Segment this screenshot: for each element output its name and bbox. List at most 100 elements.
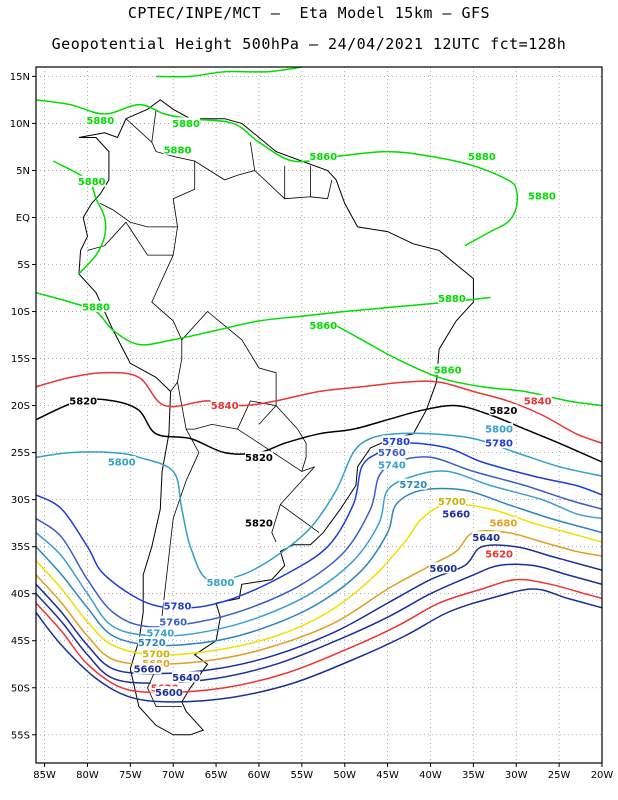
map-frame bbox=[35, 66, 603, 764]
contour-label-bg bbox=[382, 435, 411, 447]
contour-label: 5820 bbox=[489, 406, 517, 417]
contour-label-bg bbox=[163, 599, 192, 611]
contour-label-bg bbox=[309, 319, 338, 331]
lon-tick-label: 75W bbox=[119, 770, 142, 781]
contour-5860 bbox=[327, 320, 602, 407]
lon-tick-label: 25W bbox=[548, 770, 571, 781]
contour-label-bg bbox=[82, 300, 111, 312]
contour-label: 5880 bbox=[82, 302, 110, 313]
contour-label-bg bbox=[107, 456, 136, 468]
lat-tick-label: 20S bbox=[11, 401, 30, 412]
land-outlines bbox=[78, 99, 474, 736]
contour-label-bg bbox=[244, 451, 273, 463]
lat-tick-label: 5S bbox=[17, 260, 30, 271]
country-border bbox=[310, 179, 333, 200]
contour-label-bg bbox=[485, 437, 514, 449]
contour-label-bg bbox=[172, 671, 201, 683]
contour-label: 5800 bbox=[206, 578, 234, 589]
country-border bbox=[271, 504, 281, 543]
country-border bbox=[147, 428, 200, 707]
contour-label-bg bbox=[377, 446, 406, 458]
contour-label: 5880 bbox=[468, 152, 496, 163]
axis-ticks: 85W 80W 75W 70W 65W 60W 55W 50W 45W 40W 35W 30W 25W 2… bbox=[10, 72, 614, 781]
country-border bbox=[100, 118, 196, 228]
contour-label-bg bbox=[86, 114, 115, 126]
contour-label: 5880 bbox=[528, 191, 556, 202]
lon-tick-label: 30W bbox=[505, 770, 528, 781]
contour-5600 bbox=[36, 588, 602, 703]
lon-tick-label: 35W bbox=[462, 770, 485, 781]
country-border bbox=[125, 221, 178, 256]
contour-label: 5620 bbox=[485, 550, 513, 561]
lon-tick-label: 45W bbox=[376, 770, 399, 781]
contour-label: 5700 bbox=[438, 497, 466, 508]
contour-label-bg bbox=[146, 627, 175, 639]
contour-label-bg bbox=[142, 647, 171, 659]
lon-tick-label: 55W bbox=[291, 770, 314, 781]
contour-label-bg bbox=[467, 150, 496, 162]
contour-label-bg bbox=[133, 662, 162, 674]
map-title-line-1: CPTEC/INPE/MCT – Eta Model 15km – GFS bbox=[127, 4, 491, 22]
contour-label-bg bbox=[163, 143, 192, 155]
contour-label-bg bbox=[527, 189, 556, 201]
contour-label-bg bbox=[523, 394, 552, 406]
contour-label: 5780 bbox=[382, 437, 410, 448]
lon-tick-label: 50W bbox=[333, 770, 356, 781]
contour-label-bg bbox=[154, 686, 183, 698]
contour-label: 5820 bbox=[69, 396, 97, 407]
coastline bbox=[78, 99, 474, 736]
country-border bbox=[177, 382, 238, 430]
lon-tick-label: 40W bbox=[419, 770, 442, 781]
contour-5620 bbox=[36, 578, 602, 694]
contour-5680 bbox=[36, 530, 602, 665]
contour-labels: 5880 5880 5880 5860 5880 5880 5880 5880 5880 5860… bbox=[69, 114, 556, 699]
contour-5740 bbox=[36, 470, 602, 637]
contour-label: 5720 bbox=[399, 480, 427, 491]
lon-tick-label: 85W bbox=[33, 770, 56, 781]
contour-label-bg bbox=[429, 562, 458, 574]
contour-label: 5600 bbox=[155, 688, 183, 699]
lon-tick-label: 70W bbox=[162, 770, 185, 781]
country-border bbox=[151, 109, 157, 143]
contour-label-bg bbox=[69, 394, 98, 406]
contour-label: 5660 bbox=[442, 509, 470, 520]
lat-tick-label: 10S bbox=[11, 307, 30, 318]
contour-label: 5740 bbox=[378, 460, 406, 471]
contour-label: 5860 bbox=[309, 321, 337, 332]
lat-tick-label: 25S bbox=[11, 448, 30, 459]
country-border bbox=[87, 221, 127, 251]
contour-label-bg bbox=[437, 495, 466, 507]
contour-label-bg bbox=[485, 423, 514, 435]
contour-label: 5860 bbox=[434, 365, 462, 376]
contour-5860 bbox=[156, 67, 302, 78]
contour-label: 5760 bbox=[378, 448, 406, 459]
contour-5660 bbox=[36, 544, 602, 675]
contour-5780 bbox=[36, 442, 602, 609]
contour-label: 5880 bbox=[438, 294, 466, 305]
contour-label-bg bbox=[142, 657, 171, 669]
contour-label: 5840 bbox=[524, 396, 552, 407]
contour-label-bg bbox=[437, 292, 466, 304]
contour-5720 bbox=[36, 487, 602, 647]
lon-tick-label: 60W bbox=[248, 770, 271, 781]
contour-label: 5880 bbox=[78, 177, 106, 188]
height-contours bbox=[36, 67, 602, 703]
contour-5820 bbox=[36, 398, 602, 463]
lon-tick-label: 80W bbox=[76, 770, 99, 781]
lat-tick-label: 35S bbox=[11, 542, 30, 553]
lat-tick-label: EQ bbox=[16, 213, 30, 224]
contour-5640 bbox=[36, 563, 602, 684]
lat-tick-label: 40S bbox=[11, 589, 30, 600]
contour-5700 bbox=[36, 503, 602, 656]
lat-tick-label: 15N bbox=[10, 72, 30, 83]
country-border bbox=[194, 142, 256, 181]
contour-label: 5640 bbox=[472, 533, 500, 544]
contour-label-bg bbox=[206, 576, 235, 588]
contour-label: 5640 bbox=[172, 673, 200, 684]
contour-5800 bbox=[36, 432, 602, 583]
contour-label-bg bbox=[244, 517, 273, 529]
contour-label-bg bbox=[137, 636, 166, 648]
contour-label: 5820 bbox=[245, 519, 273, 530]
contour-5760 bbox=[36, 456, 602, 628]
